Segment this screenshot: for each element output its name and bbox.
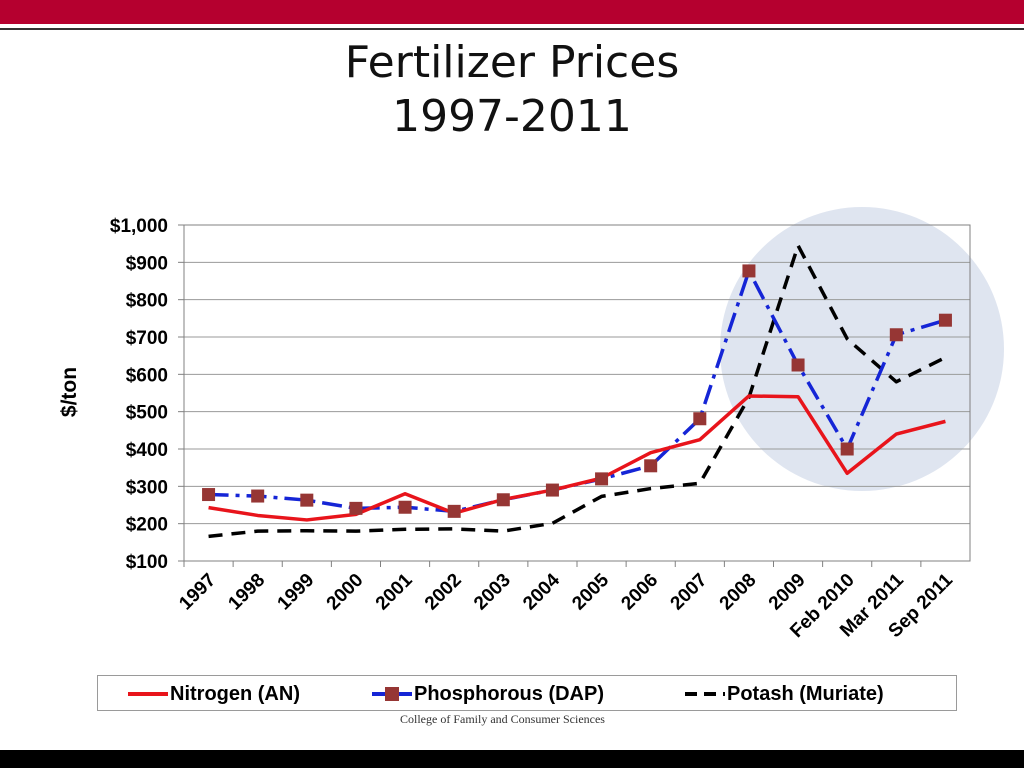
phosphorous-point — [398, 500, 412, 514]
legend-item-phosphorous: Phosphorous (DAP) — [370, 676, 604, 712]
phosphorous-point — [545, 483, 559, 497]
series-line-0 — [208, 394, 946, 522]
fertilizer-price-chart: $1,000 $900 $800 $700 $600 $500 $400 $300 $200 $1… — [58, 207, 1004, 642]
y-tick-label: $700 — [126, 328, 168, 349]
slide-title: Fertilizer Prices 1997-2011 — [0, 36, 1024, 144]
phosphorous-point — [742, 264, 756, 278]
phosphorous-point — [447, 504, 461, 518]
x-tick-label: 2001 — [372, 569, 417, 614]
phosphorous-point — [300, 493, 314, 507]
header-bar — [0, 0, 1024, 24]
x-tick-label: 2008 — [716, 570, 761, 615]
phosphorous-point — [202, 488, 216, 502]
phosphorous-point — [349, 501, 363, 515]
title-line-2: 1997-2011 — [392, 91, 632, 142]
x-tick-label: 2002 — [421, 570, 466, 615]
phosphorous-point — [840, 442, 854, 456]
x-tick-label: 1999 — [274, 570, 319, 615]
legend-label-nitrogen: Nitrogen (AN) — [170, 682, 300, 705]
x-tick-label: 2003 — [470, 570, 515, 615]
grid-lines — [184, 261, 970, 525]
title-line-1: Fertilizer Prices — [344, 37, 680, 88]
y-tick-label: $200 — [126, 515, 168, 536]
y-axis: $1,000 $900 $800 $700 $600 $500 $400 $300 $200 $1… — [110, 216, 184, 573]
legend-swatch-potash — [683, 676, 727, 712]
x-tick-label: 2005 — [568, 569, 613, 614]
x-tick-label: 1998 — [224, 570, 269, 615]
y-tick-label: $500 — [126, 403, 168, 424]
legend: Nitrogen (AN) Phosphorous (DAP) Potash (… — [97, 675, 957, 711]
x-tick-label: 2009 — [765, 570, 810, 615]
x-tick-label: 2000 — [323, 570, 368, 615]
phosphorous-point — [791, 358, 805, 372]
y-tick-label: $600 — [126, 365, 168, 386]
y-axis-label: $/ton — [58, 367, 81, 417]
phosphorous-point — [595, 472, 609, 486]
y-tick-label: $800 — [126, 291, 168, 312]
y-tick-label: $900 — [126, 253, 168, 274]
phosphorous-point — [693, 412, 707, 426]
y-tick-label: $1,000 — [110, 216, 168, 237]
phosphorous-point — [889, 328, 903, 342]
x-tick-label: 2007 — [667, 570, 712, 615]
phosphorous-point — [496, 493, 510, 507]
x-tick-label: 2004 — [519, 569, 564, 614]
x-tick-label: 1997 — [175, 570, 220, 615]
x-tick-label: 2006 — [617, 570, 662, 615]
y-tick-label: $100 — [126, 552, 168, 573]
highlight-circle — [720, 207, 1004, 491]
header-rule — [0, 28, 1024, 30]
phosphorous-point — [938, 313, 952, 327]
phosphorous-point — [251, 489, 265, 503]
y-tick-label: $400 — [126, 440, 168, 461]
series-layer — [202, 243, 952, 539]
y-tick-label: $300 — [126, 477, 168, 498]
legend-item-potash: Potash (Muriate) — [683, 676, 884, 712]
legend-swatch-phosphorous — [370, 676, 414, 712]
footer-bar — [0, 750, 1024, 768]
x-axis: 1997 1998 1999 2000 2001 2002 2003 2004 2005 2006… — [175, 561, 957, 642]
phosphorous-point — [644, 459, 658, 473]
footer-text: College of Family and Consumer Sciences — [400, 712, 605, 726]
legend-swatch-nitrogen — [126, 676, 170, 712]
series-line-2 — [208, 243, 947, 539]
legend-label-phosphorous: Phosphorous (DAP) — [414, 682, 604, 705]
legend-label-potash: Potash (Muriate) — [727, 682, 884, 705]
legend-item-nitrogen: Nitrogen (AN) — [126, 676, 300, 712]
